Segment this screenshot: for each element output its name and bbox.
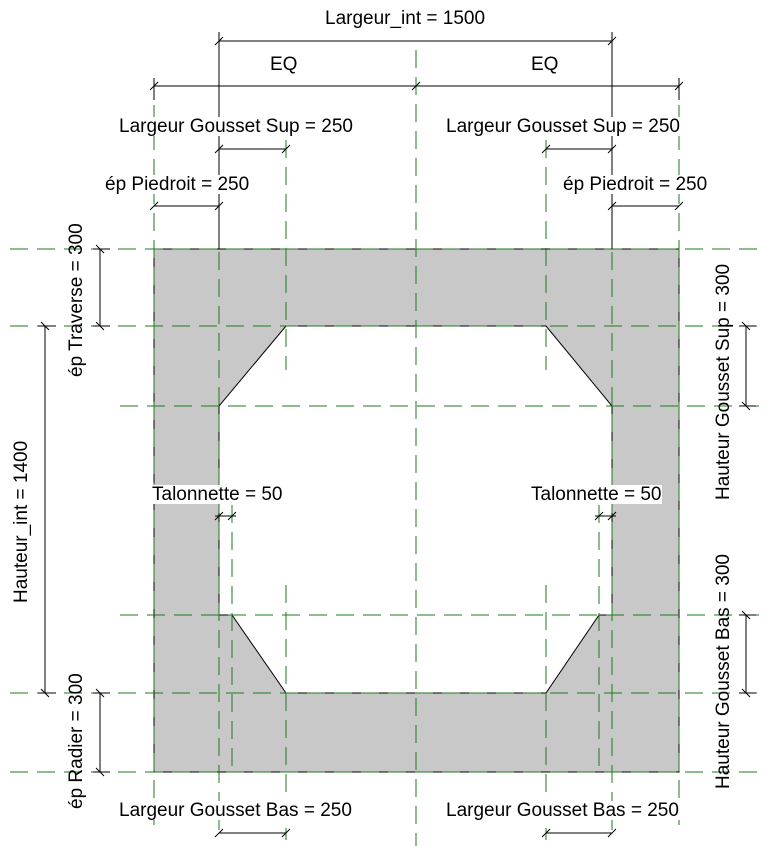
largeur-gousset-bas-right-label[interactable]: Largeur Gousset Bas = 250: [445, 800, 680, 821]
largeur-gousset-bas-left-label[interactable]: Largeur Gousset Bas = 250: [118, 800, 353, 821]
eq-left-label[interactable]: EQ: [270, 54, 298, 75]
largeur-gousset-sup-right-label[interactable]: Largeur Gousset Sup = 250: [445, 116, 681, 137]
ep-radier-label[interactable]: ép Radier = 300: [66, 673, 87, 809]
hauteur-gousset-bas-label[interactable]: Hauteur Gousset Bas = 300: [713, 553, 734, 789]
ep-piedroit-right-label[interactable]: ép Piedroit = 250: [562, 174, 709, 195]
hauteur-int-label[interactable]: Hauteur_int = 1400: [11, 440, 32, 603]
hauteur-gousset-sup-label[interactable]: Hauteur Gousset Sup = 300: [713, 263, 734, 500]
largeur-gousset-sup-left-label[interactable]: Largeur Gousset Sup = 250: [118, 116, 354, 137]
reference-planes: [10, 36, 765, 846]
dimension-lines: [38, 32, 756, 838]
talonnette-left-label[interactable]: Talonnette = 50: [151, 484, 284, 505]
eq-right-label[interactable]: EQ: [531, 54, 559, 75]
ep-traverse-label[interactable]: ép Traverse = 300: [66, 223, 87, 377]
ep-piedroit-left-label[interactable]: ép Piedroit = 250: [104, 174, 251, 195]
largeur-int-label[interactable]: Largeur_int = 1500: [325, 8, 486, 29]
talonnette-right-label[interactable]: Talonnette = 50: [530, 484, 663, 505]
